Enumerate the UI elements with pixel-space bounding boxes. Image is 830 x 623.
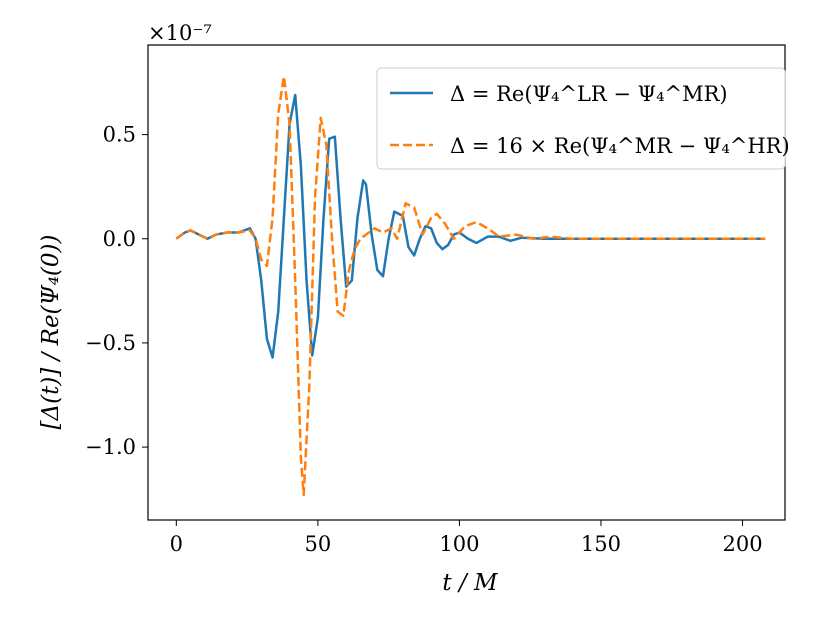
y-axis-label: [Δ(t)] / Re(Ψ₄(0)) [38, 235, 64, 430]
plot-area [147, 44, 786, 521]
x-axis: 0 50 100 150 200 [170, 520, 763, 556]
x-tick-label: 150 [581, 532, 621, 556]
y-tick-label: −1.0 [85, 435, 136, 459]
y-tick-label: 0.5 [103, 123, 136, 147]
x-axis-label: t / M [442, 570, 499, 596]
y-scale-label: ×10⁻⁷ [148, 21, 212, 45]
series-line-2 [175, 75, 766, 497]
plot-frame [147, 44, 786, 521]
x-tick-label: 50 [304, 532, 331, 556]
legend: Δ = Re(Ψ₄^LR − Ψ₄^MR) Δ = 16 × Re(Ψ₄^MR … [376, 67, 790, 170]
x-tick-label: 0 [170, 532, 183, 556]
legend-label-series-1: Δ = Re(Ψ₄^LR − Ψ₄^MR) [450, 82, 728, 106]
x-tick-label: 100 [439, 532, 479, 556]
y-axis: −1.0 −0.5 0.0 0.5 [85, 123, 148, 459]
legend-label-series-2: Δ = 16 × Re(Ψ₄^MR − Ψ₄^HR) [450, 134, 790, 158]
series-line-1 [175, 93, 766, 359]
x-tick-label: 200 [722, 532, 762, 556]
legend-frame [376, 67, 786, 170]
y-tick-label: 0.0 [103, 227, 136, 251]
y-tick-label: −0.5 [85, 331, 136, 355]
